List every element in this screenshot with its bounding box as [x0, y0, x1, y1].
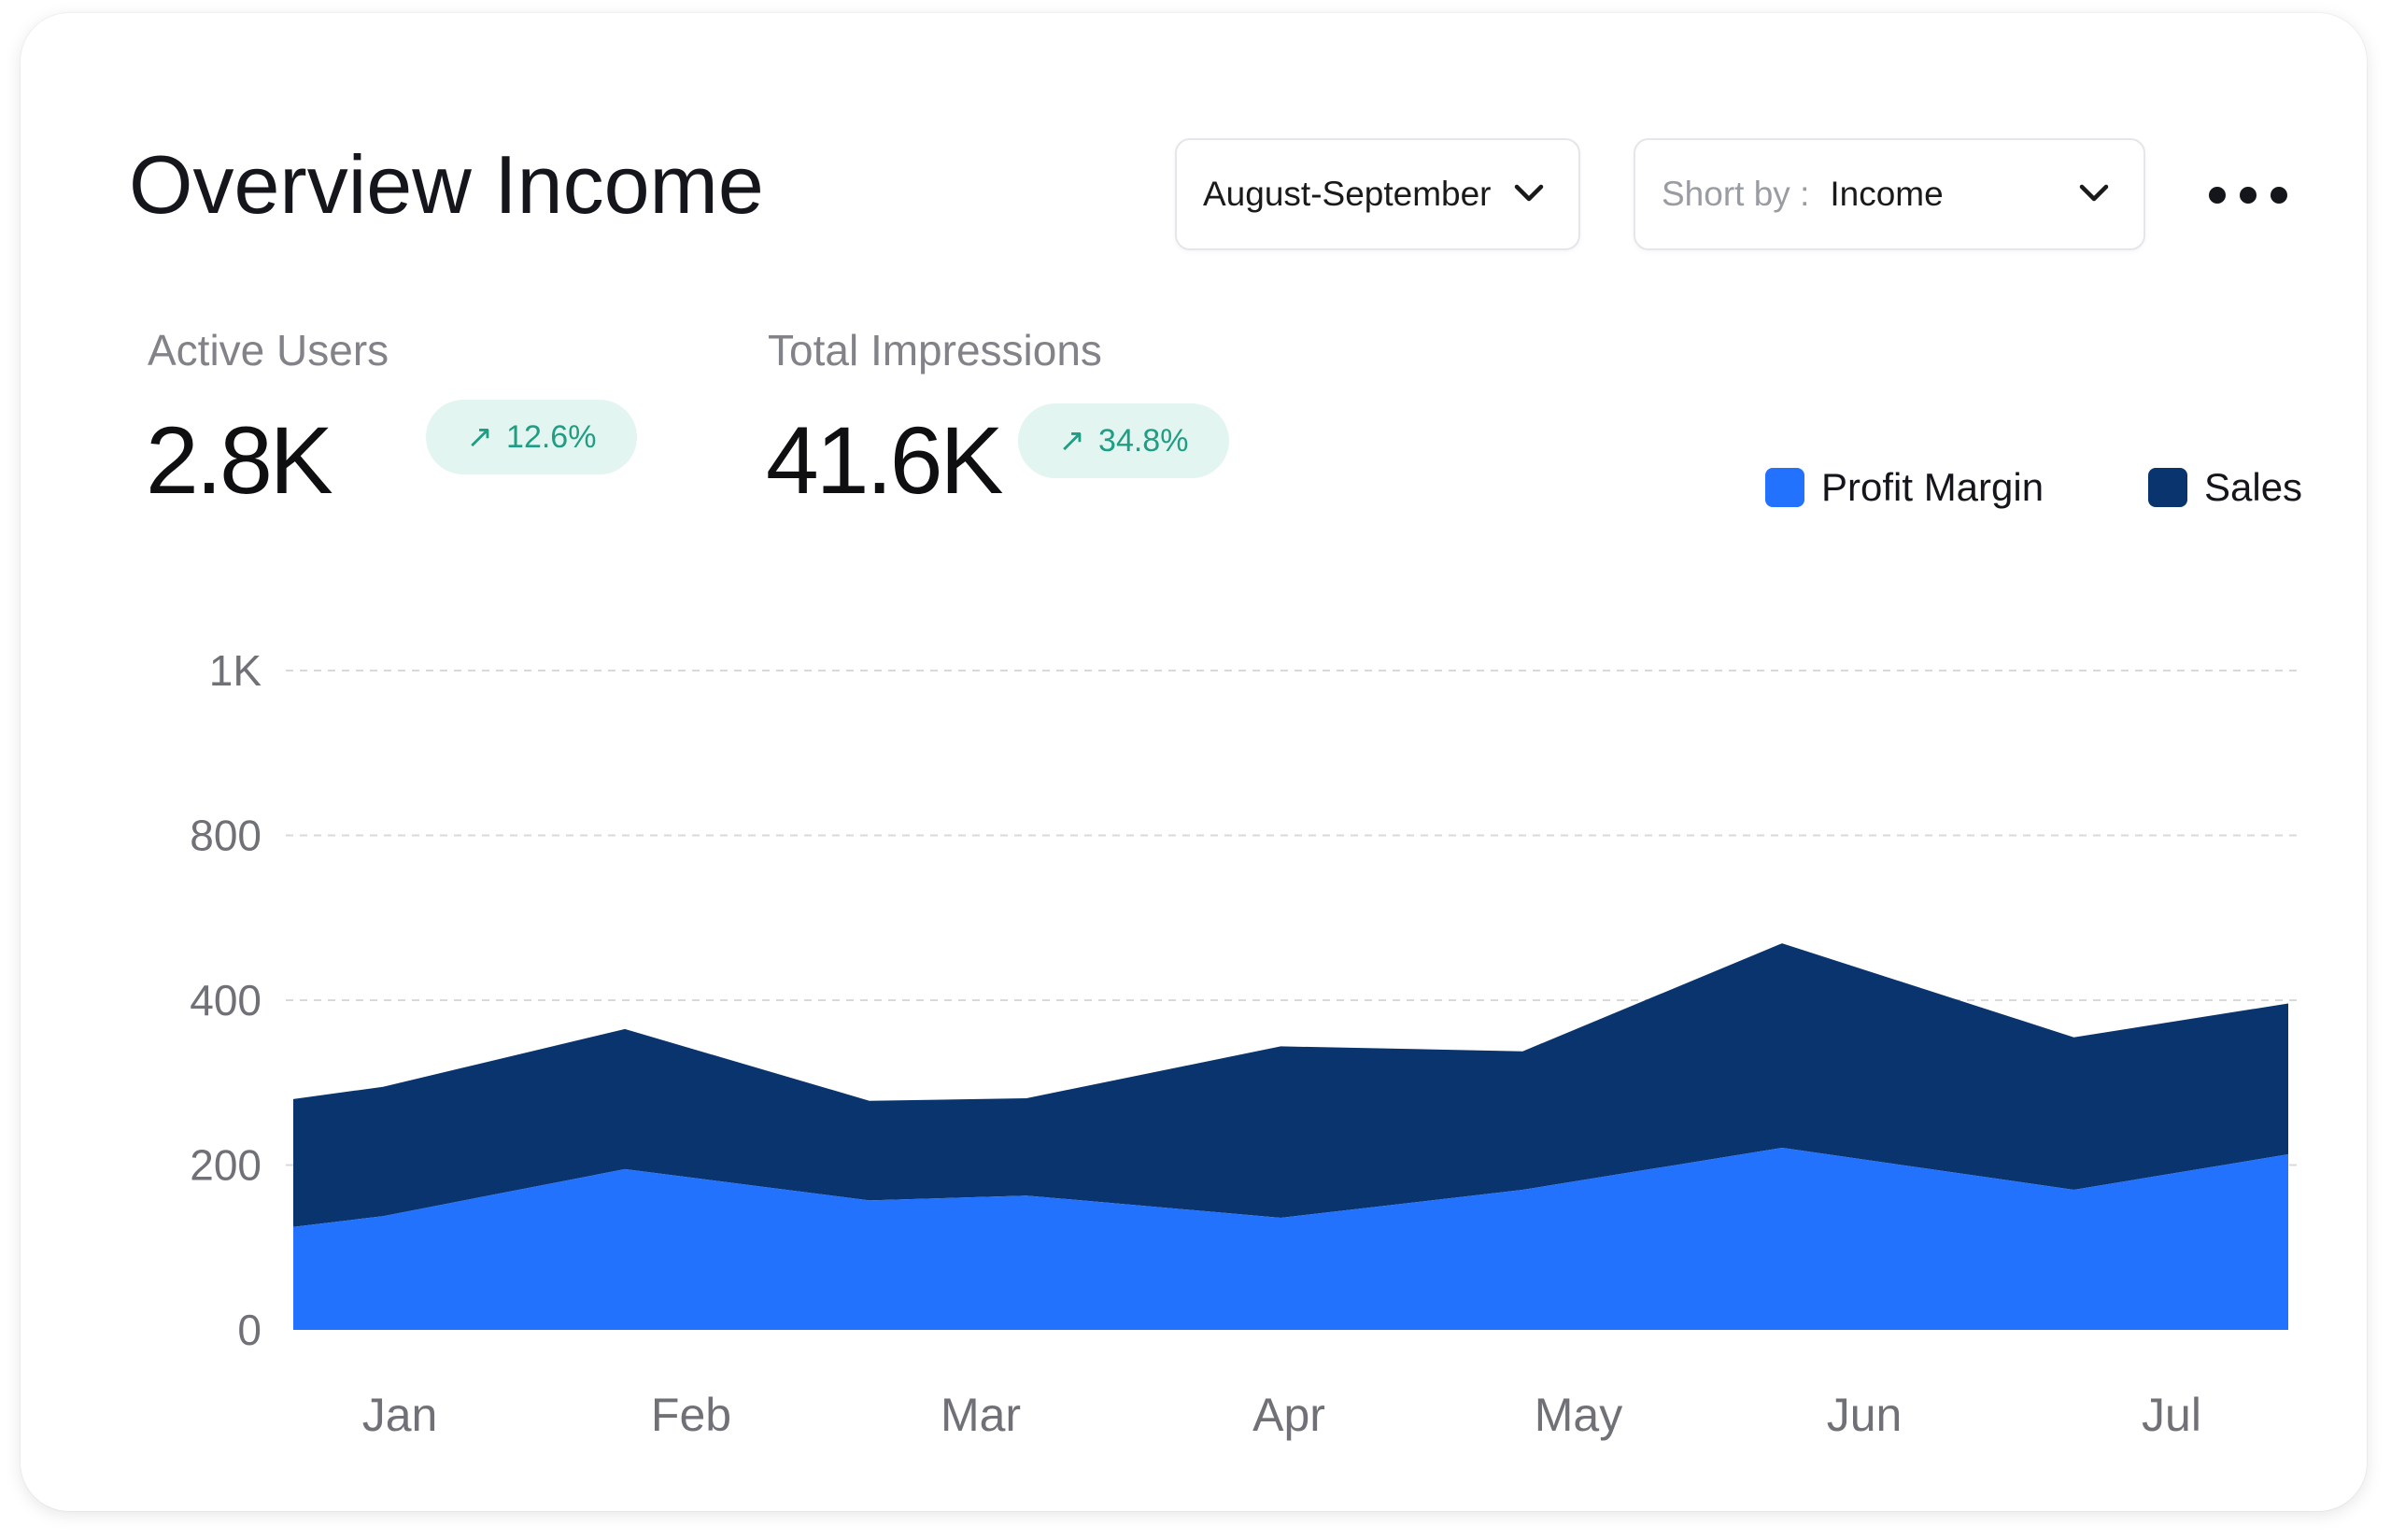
legend-label-sales: Sales — [2204, 465, 2303, 509]
sort-by-dropdown[interactable]: Short by : Income — [1634, 138, 2145, 250]
y-tick-label: 400 — [190, 976, 262, 1024]
legend-label-profit-margin: Profit Margin — [1821, 465, 2044, 509]
y-tick-label: 800 — [190, 812, 262, 860]
sort-by-label: Short by : — [1662, 175, 1810, 213]
x-tick-label: May — [1535, 1389, 1622, 1441]
total-impressions-label: Total Impressions — [768, 326, 1102, 374]
more-horizontal-icon[interactable] — [2206, 181, 2290, 209]
chevron-down-icon — [1514, 184, 1544, 202]
x-tick-label: Feb — [651, 1389, 731, 1441]
sales-area — [293, 943, 2288, 1227]
profit-margin-area — [293, 1148, 2288, 1330]
y-tick-label: 1K — [209, 646, 262, 695]
x-tick-label: Jan — [362, 1389, 438, 1441]
active-users-change: 12.6% — [506, 418, 597, 455]
date-range-dropdown[interactable]: August-September — [1175, 138, 1580, 250]
x-tick-label: Jun — [1827, 1389, 1903, 1441]
total-impressions-change-badge: ↗ 34.8% — [1018, 403, 1229, 478]
legend-swatch-profit-margin — [1765, 468, 1804, 507]
legend-item-profit-margin: Profit Margin — [1765, 465, 2044, 510]
legend-item-sales: Sales — [2148, 465, 2302, 510]
y-tick-label: 200 — [190, 1141, 262, 1190]
arrow-up-right-icon: ↗ — [1058, 423, 1086, 459]
x-tick-label: Apr — [1252, 1389, 1325, 1441]
arrow-up-right-icon: ↗ — [466, 419, 494, 455]
sort-by-value: Income — [1830, 175, 1944, 213]
date-range-value: August-September — [1203, 175, 1492, 213]
active-users-label: Active Users — [148, 326, 389, 374]
y-tick-label: 0 — [237, 1306, 262, 1354]
x-tick-label: Jul — [2142, 1389, 2201, 1441]
x-tick-label: Mar — [941, 1389, 1021, 1441]
active-users-value: 2.8K — [146, 407, 333, 514]
page-title: Overview Income — [129, 138, 764, 231]
chevron-down-icon — [2079, 184, 2109, 202]
total-impressions-value: 41.6K — [766, 407, 1004, 514]
active-users-change-badge: ↗ 12.6% — [426, 400, 637, 474]
total-impressions-change: 34.8% — [1098, 422, 1189, 459]
legend-swatch-sales — [2148, 468, 2187, 507]
